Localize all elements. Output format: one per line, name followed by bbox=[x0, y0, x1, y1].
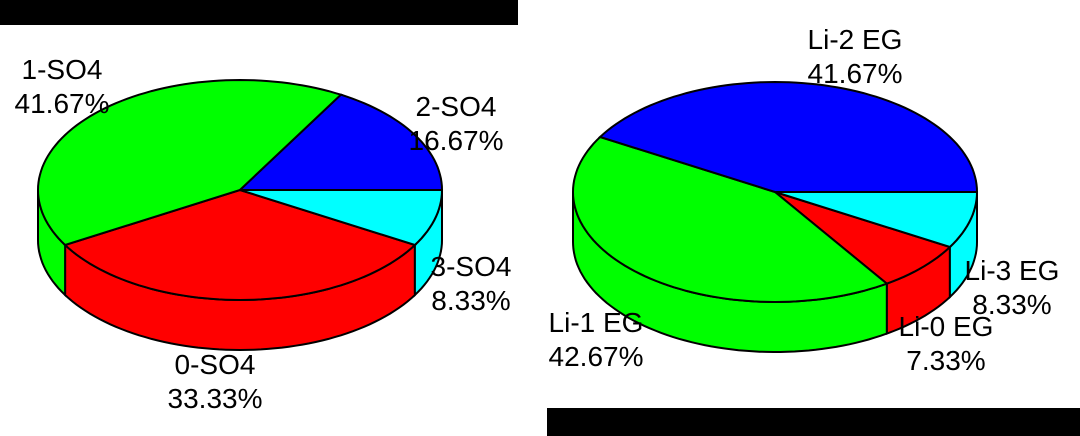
slice-name: 1-SO4 bbox=[21, 54, 103, 85]
slice-name: 3-SO4 bbox=[430, 251, 512, 282]
slice-percent: 7.33% bbox=[906, 345, 986, 376]
pie1-slice-2-SO4 bbox=[237, 93, 444, 191]
pie1-label-0-SO4: 0-SO4 33.33% bbox=[168, 348, 263, 416]
slice-percent: 16.67% bbox=[408, 125, 504, 156]
pie2-slice-Li-1 EG bbox=[571, 135, 889, 304]
slice-percent: 41.67% bbox=[807, 58, 903, 89]
pie1-label-1-SO4: 1-SO4 41.67% bbox=[15, 53, 110, 121]
slice-percent: 42.67% bbox=[548, 341, 644, 372]
pie1-slice-3-SO4 bbox=[239, 189, 444, 247]
slice-name: Li-3 EG bbox=[964, 255, 1060, 286]
pie1-label-3-SO4: 3-SO4 8.33% bbox=[431, 250, 512, 318]
pie1-slice-1-SO4 bbox=[36, 78, 343, 247]
pie2-slice-Li-2 EG bbox=[598, 80, 979, 193]
redaction-bar-top-left bbox=[0, 0, 518, 25]
slice-percent: 8.33% bbox=[972, 289, 1052, 320]
pie1-label-2-SO4: 2-SO4 16.67% bbox=[409, 90, 504, 158]
slice-name: Li-2 EG bbox=[807, 24, 903, 55]
pie2-label-Li-2 EG: Li-2 EG 41.67% bbox=[808, 23, 903, 91]
slice-name: Li-0 EG bbox=[898, 311, 994, 342]
pie2-label-Li-0 EG: Li-0 EG 7.33% bbox=[899, 310, 994, 378]
slice-name: 0-SO4 bbox=[174, 349, 256, 380]
pie2-label-Li-3 EG: Li-3 EG 8.33% bbox=[965, 254, 1060, 322]
pie2-slice-Li-3 EG bbox=[774, 191, 979, 249]
slice-percent: 33.33% bbox=[167, 383, 263, 414]
slice-name: Li-1 EG bbox=[548, 307, 644, 338]
pie2-slice-Li-0 EG bbox=[774, 191, 952, 285]
pie2-label-Li-1 EG: Li-1 EG 42.67% bbox=[549, 306, 644, 374]
slice-percent: 41.67% bbox=[14, 88, 110, 119]
slice-name: 2-SO4 bbox=[415, 91, 497, 122]
redaction-bar-bottom-right bbox=[547, 408, 1080, 436]
slice-percent: 8.33% bbox=[431, 285, 511, 316]
